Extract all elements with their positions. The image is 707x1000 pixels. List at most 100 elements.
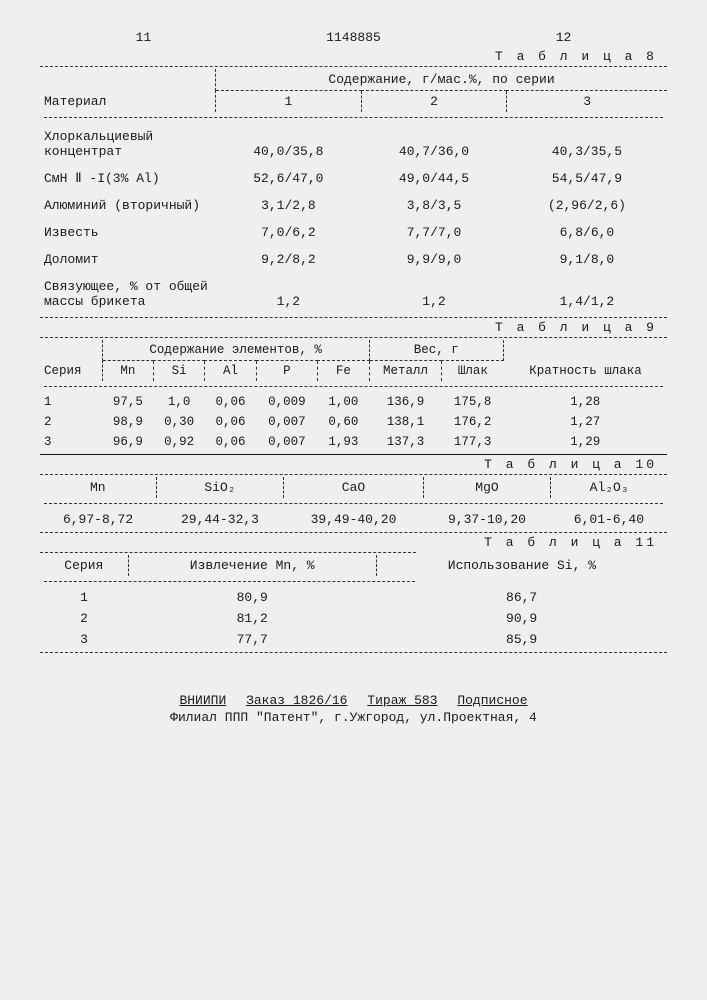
t8-material: Алюминий (вторичный) [40,192,216,219]
table-row: Связующее, % от общей массы брикета1,21,… [40,273,667,315]
t8-value: 40,3/35,5 [507,123,667,165]
t8-value: 1,4/1,2 [507,273,667,315]
col-num-right: 12 [460,30,667,45]
t9-value: 0,009 [256,392,317,412]
t9-subcol: Mn [102,361,153,382]
t8-material: Хлоркальциевый концентрат [40,123,216,165]
table11-title: Т а б л и ц а 11 [40,535,657,550]
footer-tirazh: Тираж 583 [367,693,437,708]
t8-value: 7,7/7,0 [361,219,507,246]
t8-value: 1,2 [361,273,507,315]
table9-title: Т а б л и ц а 9 [40,320,657,335]
table10: MnSiO₂CaOMgOAl₂O₃ 6,97-8,7229,44-32,339,… [40,477,667,530]
t11-value: 77,7 [128,629,376,650]
t8-col-content: Содержание, г/мас.%, по серии [216,69,667,91]
table9: Серия Содержание элементов, % Вес, г Кра… [40,340,667,452]
table-row: СмН Ⅱ -I(3% Al)52,6/47,049,0/44,554,5/47… [40,165,667,192]
t8-material: Доломит [40,246,216,273]
page-header: 11 1148885 12 [40,30,667,45]
table-row: 377,785,9 [40,629,667,650]
table-row: Алюминий (вторичный)3,1/2,83,8/3,5(2,96/… [40,192,667,219]
t8-col-material: Материал [40,69,216,112]
table11: СерияИзвлечение Mn, %Использование Si, %… [40,555,667,650]
t9-subcol: Si [154,361,205,382]
t10-col: Al₂O₃ [551,477,667,498]
t8-value: (2,96/2,6) [507,192,667,219]
t8-material: Связующее, % от общей массы брикета [40,273,216,315]
t9-value: 177,3 [442,432,503,452]
t9-value: 175,8 [442,392,503,412]
table-row: Доломит9,2/8,29,9/9,09,1/8,0 [40,246,667,273]
t10-value: 6,97-8,72 [40,509,156,530]
t9-subcol: Fe [318,361,369,382]
footer-address: Филиал ППП "Патент", г.Ужгород, ул.Проек… [40,710,667,725]
t9-value: 0,30 [154,412,205,432]
t9-series: 2 [40,412,102,432]
t9-value: 0,06 [205,432,256,452]
imprint: ВНИИПИ Заказ 1826/16 Тираж 583 Подписное… [40,693,667,725]
t8-value: 52,6/47,0 [216,165,362,192]
col-num-left: 11 [40,30,247,45]
t9-subcol: P [256,361,317,382]
t10-col: MgO [423,477,551,498]
t9-value: 0,92 [154,432,205,452]
t9-value: 137,3 [369,432,442,452]
t9-h-weight: Вес, г [369,340,503,361]
t11-col: Извлечение Mn, % [128,555,376,576]
t11-value: 2 [40,608,128,629]
t10-col: SiO₂ [156,477,284,498]
table8: Материал Содержание, г/мас.%, по серии 1… [40,69,667,315]
t9-value: 0,06 [205,412,256,432]
t11-value: 3 [40,629,128,650]
t9-h-ratio: Кратность шлака [503,340,667,381]
table-row: 180,986,7 [40,587,667,608]
table-row: 396,90,920,060,0071,93137,3177,31,29 [40,432,667,452]
t8-value: 54,5/47,9 [507,165,667,192]
t8-material: СмН Ⅱ -I(3% Al) [40,165,216,192]
t8-value: 40,7/36,0 [361,123,507,165]
t8-value: 1,2 [216,273,362,315]
t9-value: 0,007 [256,432,317,452]
t8-value: 40,0/35,8 [216,123,362,165]
t8-series-1: 1 [216,91,362,113]
t9-value: 98,9 [102,412,153,432]
t11-value: 81,2 [128,608,376,629]
t9-value: 136,9 [369,392,442,412]
t9-subcol: Шлак [442,361,503,382]
t9-value: 0,06 [205,392,256,412]
t9-series: 1 [40,392,102,412]
table-row: Хлоркальциевый концентрат40,0/35,840,7/3… [40,123,667,165]
t9-h-elem: Содержание элементов, % [102,340,369,361]
table-row: 197,51,00,060,0091,00136,9175,81,28 [40,392,667,412]
t10-col: CaO [284,477,423,498]
t9-value: 1,00 [318,392,369,412]
t8-value: 49,0/44,5 [361,165,507,192]
t8-value: 6,8/6,0 [507,219,667,246]
t11-value: 80,9 [128,587,376,608]
t11-col: Использование Si, % [376,555,667,576]
table-row: Известь7,0/6,27,7/7,06,8/6,0 [40,219,667,246]
t8-value: 3,1/2,8 [216,192,362,219]
t9-value: 97,5 [102,392,153,412]
t9-value: 1,0 [154,392,205,412]
t11-value: 86,7 [376,587,667,608]
t10-value: 29,44-32,3 [156,509,284,530]
t9-value: 1,29 [503,432,667,452]
table-row: 281,290,9 [40,608,667,629]
t11-value: 90,9 [376,608,667,629]
t9-value: 96,9 [102,432,153,452]
table-row: 298,90,300,060,0070,60138,1176,21,27 [40,412,667,432]
t8-value: 9,9/9,0 [361,246,507,273]
t8-material: Известь [40,219,216,246]
t11-col: Серия [40,555,128,576]
table10-title: Т а б л и ц а 10 [40,457,657,472]
footer-order: Заказ 1826/16 [246,693,347,708]
t8-series-2: 2 [361,91,507,113]
t9-value: 0,007 [256,412,317,432]
t11-value: 1 [40,587,128,608]
t8-value: 9,1/8,0 [507,246,667,273]
footer-org: ВНИИПИ [179,693,226,708]
t9-h-series: Серия [40,340,102,381]
t8-value: 7,0/6,2 [216,219,362,246]
t8-series-3: 3 [507,91,667,113]
